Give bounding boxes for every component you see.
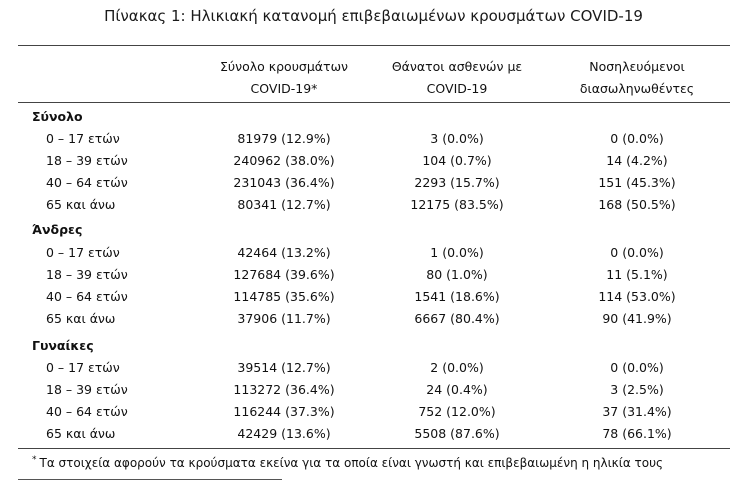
section-title-women: Γυναίκες [32, 338, 94, 353]
intubated-cell: 78 (66.1%) [602, 426, 672, 441]
cases-cell: 127684 (39.6%) [233, 267, 335, 282]
table-row: 65 και άνω 42429 (13.6%) 5508 (87.6%) 78… [0, 423, 747, 445]
deaths-cell: 6667 (80.4%) [414, 311, 500, 326]
row-label: 18 – 39 ετών [46, 382, 128, 397]
header-intubated: Νοσηλευόμενοι διασωληνωθέντες [560, 56, 714, 100]
intubated-cell: 14 (4.2%) [606, 153, 668, 168]
row-label: 18 – 39 ετών [46, 267, 128, 282]
row-label: 40 – 64 ετών [46, 175, 128, 190]
deaths-cell: 752 (12.0%) [418, 404, 496, 419]
deaths-cell: 2293 (15.7%) [414, 175, 500, 190]
table-row: 65 και άνω 37906 (11.7%) 6667 (80.4%) 90… [0, 308, 747, 330]
row-label: 0 – 17 ετών [46, 245, 120, 260]
table-row: 40 – 64 ετών 116244 (37.3%) 752 (12.0%) … [0, 401, 747, 423]
table-row: 40 – 64 ετών 231043 (36.4%) 2293 (15.7%)… [0, 172, 747, 194]
row-label: 18 – 39 ετών [46, 153, 128, 168]
cases-cell: 113272 (36.4%) [233, 382, 335, 397]
intubated-cell: 0 (0.0%) [610, 360, 664, 375]
intubated-cell: 114 (53.0%) [598, 289, 676, 304]
header-total-cases: Σύνολο κρουσμάτων COVID-19* [189, 56, 379, 100]
section-title-total: Σύνολο [32, 109, 83, 124]
footnote: * Τα στοιχεία αφορούν τα κρούσματα εκείνα… [32, 455, 663, 470]
intubated-cell: 37 (31.4%) [602, 404, 672, 419]
header-total-cases-line2: COVID-19* [250, 81, 318, 96]
intubated-cell: 3 (2.5%) [610, 382, 664, 397]
intubated-cell: 90 (41.9%) [602, 311, 672, 326]
cases-cell: 116244 (37.3%) [233, 404, 335, 419]
table-row: 18 – 39 ετών 113272 (36.4%) 24 (0.4%) 3 … [0, 379, 747, 401]
table-row: 65 και άνω 80341 (12.7%) 12175 (83.5%) 1… [0, 194, 747, 216]
header-intubated-line1: Νοσηλευόμενοι [589, 59, 685, 74]
deaths-cell: 12175 (83.5%) [410, 197, 504, 212]
table-row: 18 – 39 ετών 240962 (38.0%) 104 (0.7%) 1… [0, 150, 747, 172]
intubated-cell: 0 (0.0%) [610, 131, 664, 146]
table-row: 40 – 64 ετών 114785 (35.6%) 1541 (18.6%)… [0, 286, 747, 308]
row-label: 0 – 17 ετών [46, 360, 120, 375]
intubated-cell: 11 (5.1%) [606, 267, 668, 282]
header-intubated-line2: διασωληνωθέντες [579, 81, 695, 96]
row-label: 65 και άνω [46, 197, 116, 212]
deaths-cell: 104 (0.7%) [422, 153, 492, 168]
cases-cell: 114785 (35.6%) [233, 289, 335, 304]
footnote-marker: * [32, 455, 37, 465]
cases-cell: 81979 (12.9%) [237, 131, 331, 146]
footnote-text: Τα στοιχεία αφορούν τα κρούσματα εκείνα … [39, 456, 664, 470]
row-label: 40 – 64 ετών [46, 289, 128, 304]
table-row: 18 – 39 ετών 127684 (39.6%) 80 (1.0%) 11… [0, 264, 747, 286]
table-row: 0 – 17 ετών 42464 (13.2%) 1 (0.0%) 0 (0.… [0, 242, 747, 264]
deaths-cell: 80 (1.0%) [426, 267, 488, 282]
header-rule [18, 102, 730, 103]
cases-cell: 231043 (36.4%) [233, 175, 335, 190]
header-deaths: Θάνατοι ασθενών με COVID-19 [372, 56, 542, 100]
row-label: 0 – 17 ετών [46, 131, 120, 146]
row-label: 65 και άνω [46, 311, 116, 326]
cases-cell: 42429 (13.6%) [237, 426, 331, 441]
table-row: 0 – 17 ετών 81979 (12.9%) 3 (0.0%) 0 (0.… [0, 128, 747, 150]
cases-cell: 80341 (12.7%) [237, 197, 331, 212]
header-deaths-line2: COVID-19 [426, 81, 488, 96]
deaths-cell: 1 (0.0%) [430, 245, 484, 260]
table-row: 0 – 17 ετών 39514 (12.7%) 2 (0.0%) 0 (0.… [0, 357, 747, 379]
row-label: 40 – 64 ετών [46, 404, 128, 419]
intubated-cell: 0 (0.0%) [610, 245, 664, 260]
header-deaths-line1: Θάνατοι ασθενών με [391, 59, 523, 74]
top-rule [18, 45, 730, 46]
intubated-cell: 151 (45.3%) [598, 175, 676, 190]
deaths-cell: 5508 (87.6%) [414, 426, 500, 441]
deaths-cell: 24 (0.4%) [426, 382, 488, 397]
intubated-cell: 168 (50.5%) [598, 197, 676, 212]
deaths-cell: 1541 (18.6%) [414, 289, 500, 304]
cases-cell: 42464 (13.2%) [237, 245, 331, 260]
bottom-rule [18, 448, 730, 449]
footnote-rule [18, 479, 282, 480]
cases-cell: 39514 (12.7%) [237, 360, 331, 375]
table-title: Πίνακας 1: Ηλικιακή κατανομή επιβεβαιωμέ… [104, 7, 643, 25]
row-label: 65 και άνω [46, 426, 116, 441]
section-title-men: Άνδρες [32, 222, 83, 237]
cases-cell: 240962 (38.0%) [233, 153, 335, 168]
deaths-cell: 2 (0.0%) [430, 360, 484, 375]
header-total-cases-line1: Σύνολο κρουσμάτων [219, 59, 349, 74]
cases-cell: 37906 (11.7%) [237, 311, 331, 326]
deaths-cell: 3 (0.0%) [430, 131, 484, 146]
